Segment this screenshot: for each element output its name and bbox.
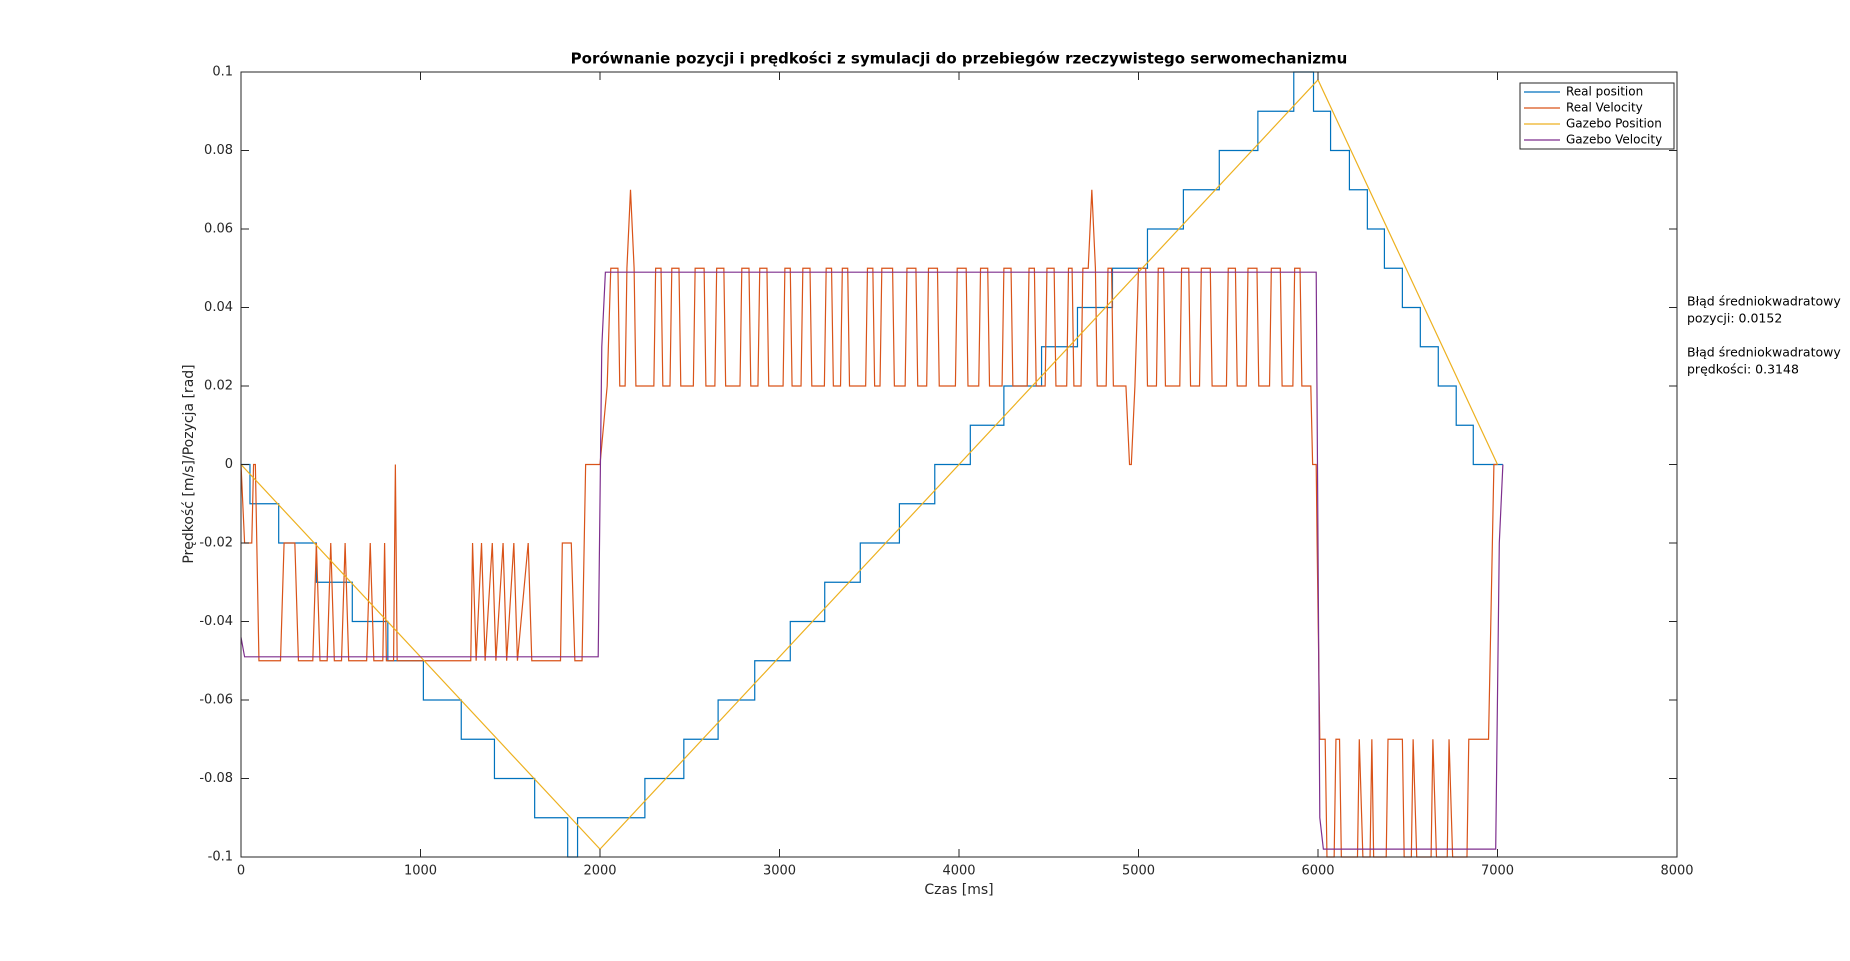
y-tick-label: -0.1 [208,850,233,865]
legend-label: Gazebo Velocity [1566,133,1662,147]
x-tick-label: 7000 [1481,864,1514,879]
series-line [240,271,1504,850]
x-tick-label: 6000 [1301,864,1334,879]
y-tick-label: 0.1 [212,65,233,80]
annotation: prędkości: 0.3148 [1687,362,1799,377]
x-tick-label: 5000 [1122,864,1155,879]
y-tick-label: 0.02 [204,379,233,394]
series-line [240,189,1498,858]
x-tick-label: 3000 [763,864,796,879]
y-tick-label: 0.04 [204,300,233,315]
series-line [241,71,1503,858]
annotation: Błąd średniokwadratowy [1687,345,1841,360]
x-axis-label: Czas [ms] [924,882,993,898]
legend-box [1519,82,1675,150]
y-tick-label: -0.04 [199,614,233,629]
x-tick-label: 4000 [942,864,975,879]
x-tick-label: 1000 [404,864,437,879]
x-tick-label: 0 [237,864,245,879]
x-tick-label: 8000 [1660,864,1693,879]
y-axis-label: Prędkość [m/s]/Pozycja [rad] [181,364,197,563]
annotation: pozycji: 0.0152 [1687,311,1782,326]
chart-title: Porównanie pozycji i prędkości z symulac… [571,50,1348,68]
y-tick-label: 0.08 [204,143,233,158]
legend-label: Real Velocity [1566,101,1643,115]
legend-label: Real position [1566,85,1643,99]
annotation: Błąd średniokwadratowy [1687,294,1841,309]
y-tick-label: 0.06 [204,222,233,237]
y-tick-label: -0.02 [199,536,233,551]
x-tick-label: 2000 [583,864,616,879]
plot [240,71,1504,858]
legend-label: Gazebo Position [1566,117,1662,131]
y-tick-label: 0 [225,457,233,472]
y-tick-label: -0.06 [199,693,233,708]
y-tick-label: -0.08 [199,771,233,786]
